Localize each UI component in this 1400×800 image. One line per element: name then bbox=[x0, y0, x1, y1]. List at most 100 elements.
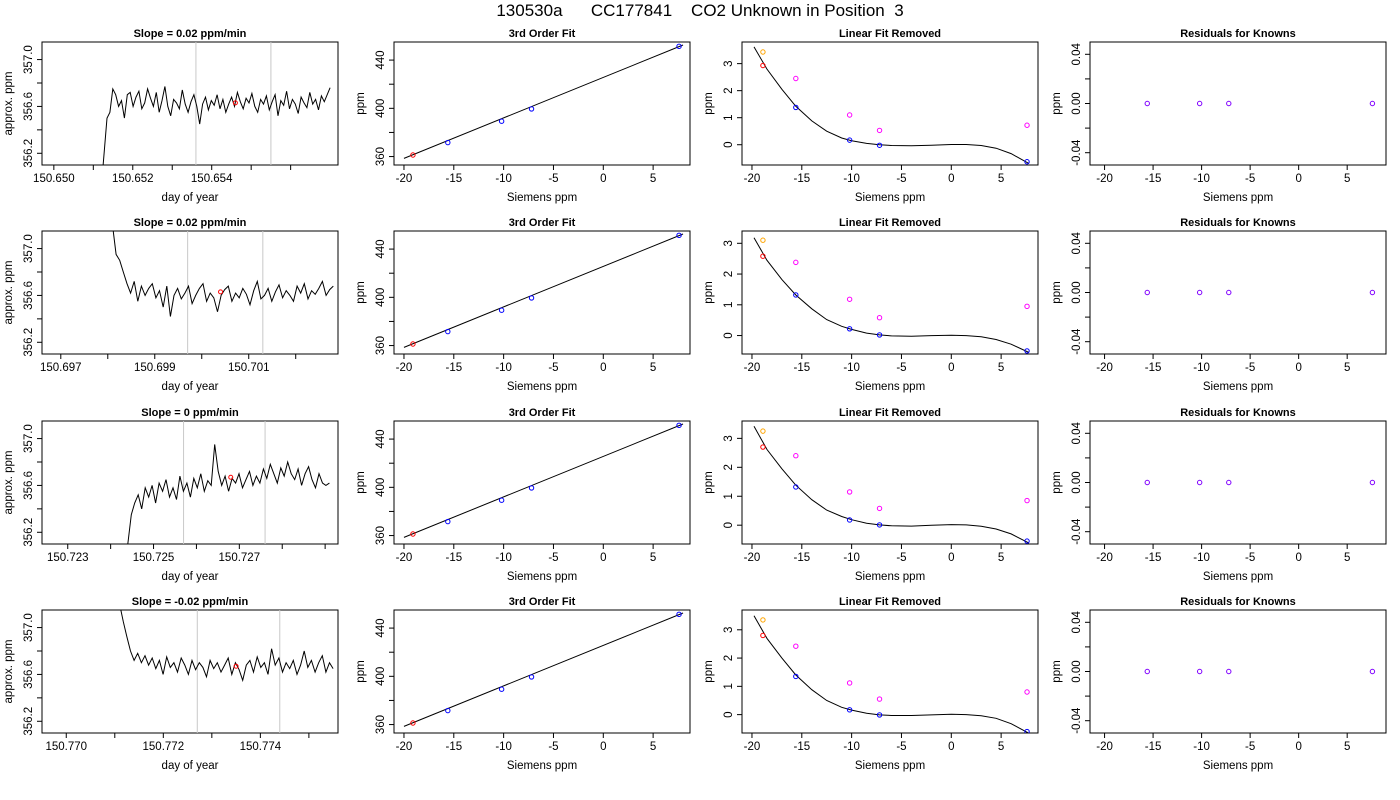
data-point bbox=[793, 453, 799, 459]
data-point bbox=[1369, 479, 1376, 486]
series-line bbox=[112, 231, 334, 317]
x-axis-label: day of year bbox=[162, 381, 219, 393]
data-point bbox=[793, 259, 799, 266]
x-tick-label: -10 bbox=[843, 362, 860, 374]
y-tick-label: 360 bbox=[375, 526, 387, 545]
x-tick-label: -10 bbox=[495, 173, 512, 185]
x-tick-label: -20 bbox=[744, 552, 761, 564]
y-tick-label: -0.04 bbox=[1071, 707, 1083, 734]
x-tick-label: -10 bbox=[1193, 741, 1210, 753]
panel-r3-trace: Slope = 0 ppm/min day of year approx. ppm 1… bbox=[3, 407, 339, 583]
y-tick-label: 356.2 bbox=[23, 328, 35, 357]
x-axis-label: Siemens ppm bbox=[855, 571, 925, 583]
panel-r2-linear: Linear Fit Removed Siemens ppm ppm -20 -15 -1… bbox=[703, 217, 1039, 393]
data-point bbox=[1144, 479, 1150, 486]
fit-line bbox=[403, 423, 684, 538]
plot-frame bbox=[741, 230, 1039, 355]
y-tick-label: 3 bbox=[723, 435, 735, 441]
x-tick-label: -5 bbox=[896, 552, 906, 564]
fit-line bbox=[403, 612, 684, 727]
y-tick-label: 360 bbox=[375, 336, 387, 355]
panel-title: Linear Fit Removed bbox=[839, 28, 941, 40]
plot-frame bbox=[41, 41, 339, 166]
x-tick-label: 0 bbox=[948, 741, 954, 753]
data-point bbox=[1196, 289, 1203, 296]
x-tick-label: 5 bbox=[998, 741, 1004, 753]
y-axis-label: ppm bbox=[703, 660, 715, 682]
y-axis-label: ppm bbox=[703, 471, 715, 493]
data-point bbox=[445, 707, 451, 714]
data-point bbox=[846, 112, 853, 118]
y-tick-label: 0.04 bbox=[1071, 611, 1083, 634]
x-tick-label: -20 bbox=[396, 741, 413, 753]
x-tick-label: 150.774 bbox=[240, 741, 282, 753]
data-point bbox=[498, 307, 505, 313]
x-tick-label: 5 bbox=[1344, 173, 1350, 185]
data-point bbox=[760, 237, 766, 243]
x-axis-label: Siemens ppm bbox=[507, 571, 577, 583]
y-tick-label: 3 bbox=[723, 60, 735, 66]
x-tick-label: -20 bbox=[744, 362, 761, 374]
data-point bbox=[410, 531, 416, 537]
panel-title: Linear Fit Removed bbox=[839, 217, 941, 229]
series-line bbox=[127, 444, 330, 544]
y-tick-label: 0.04 bbox=[1071, 232, 1083, 255]
plot-area bbox=[403, 232, 684, 348]
y-tick-label: 1 bbox=[723, 683, 735, 689]
x-tick-label: -10 bbox=[843, 173, 860, 185]
data-point bbox=[846, 137, 853, 143]
x-tick-label: -5 bbox=[548, 362, 558, 374]
plot-frame bbox=[1089, 420, 1387, 545]
x-tick-label: 150.699 bbox=[134, 362, 176, 374]
x-tick-label: -20 bbox=[396, 173, 413, 185]
x-tick-label: -10 bbox=[495, 741, 512, 753]
plot-frame bbox=[41, 230, 339, 355]
x-tick-label: 0 bbox=[1295, 741, 1301, 753]
x-tick-label: -20 bbox=[396, 552, 413, 564]
plot-frame bbox=[741, 609, 1039, 734]
x-tick-label: -10 bbox=[843, 552, 860, 564]
panel-title: Residuals for Knowns bbox=[1180, 596, 1296, 608]
y-tick-label: 2 bbox=[723, 655, 735, 661]
y-axis-label: ppm bbox=[703, 92, 715, 114]
y-tick-label: 440 bbox=[375, 239, 387, 258]
data-point bbox=[876, 332, 883, 338]
x-tick-label: 0 bbox=[948, 552, 954, 564]
panel-title: Residuals for Knowns bbox=[1180, 407, 1296, 419]
data-point bbox=[410, 720, 416, 726]
figure-title: 130530a CC177841 CO2 Unknown in Position… bbox=[496, 1, 904, 20]
y-tick-label: -0.04 bbox=[1071, 139, 1083, 166]
x-tick-label: -5 bbox=[1245, 362, 1255, 374]
data-point bbox=[760, 632, 766, 639]
y-tick-label: 400 bbox=[375, 478, 387, 497]
x-axis-label: Siemens ppm bbox=[507, 192, 577, 204]
panel-r4-linear: Linear Fit Removed Siemens ppm ppm -20 -15 -1… bbox=[703, 596, 1039, 772]
x-tick-label: -10 bbox=[1193, 362, 1210, 374]
plot-frame bbox=[393, 230, 691, 355]
data-point bbox=[1226, 100, 1232, 107]
y-tick-label: 400 bbox=[375, 288, 387, 307]
y-axis-label: ppm bbox=[1051, 471, 1063, 493]
data-point bbox=[528, 674, 535, 680]
x-tick-label: 5 bbox=[650, 362, 656, 374]
x-tick-label: 0 bbox=[1295, 362, 1301, 374]
data-point bbox=[846, 517, 853, 523]
y-tick-label: 356.6 bbox=[23, 92, 35, 121]
x-tick-label: -5 bbox=[548, 173, 558, 185]
data-point bbox=[1226, 479, 1232, 486]
y-tick-label: 1 bbox=[723, 493, 735, 499]
data-point bbox=[498, 686, 505, 692]
data-point bbox=[445, 328, 451, 335]
x-tick-label: 150.727 bbox=[219, 552, 261, 564]
data-point bbox=[846, 489, 853, 495]
x-tick-label: 0 bbox=[948, 362, 954, 374]
series-line bbox=[120, 610, 334, 683]
x-tick-label: -20 bbox=[1096, 362, 1113, 374]
y-tick-label: 357.0 bbox=[23, 234, 35, 263]
data-point bbox=[876, 505, 883, 512]
panel-r2-trace: Slope = 0.02 ppm/min day of year approx. p… bbox=[3, 217, 339, 393]
x-tick-label: 5 bbox=[998, 173, 1004, 185]
data-point bbox=[1024, 497, 1030, 504]
x-tick-label: -15 bbox=[1145, 362, 1162, 374]
data-point bbox=[760, 444, 766, 450]
